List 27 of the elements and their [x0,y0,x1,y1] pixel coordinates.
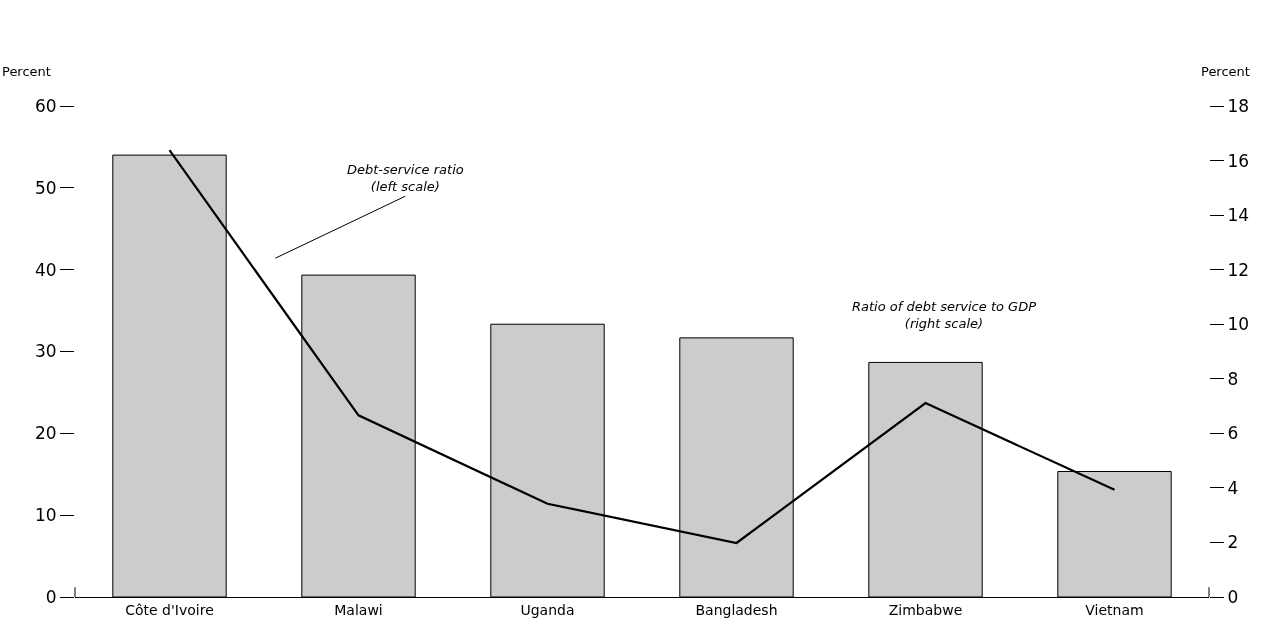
y2-tick-label: 0 [1227,586,1239,607]
x-tick-label: Uganda [520,601,575,618]
y-tick-label: 20 [34,423,57,444]
y2-tick-label: 10 [1227,314,1250,335]
y-axis-title: Percent [2,64,51,79]
y2-tick-label: 16 [1227,150,1250,171]
y-tick-label: 50 [34,177,57,198]
y2-tick-label: 4 [1227,477,1239,498]
y-tick-label: 40 [34,259,57,280]
y2-tick-label: 18 [1227,95,1250,116]
y-tick-label: 30 [34,341,57,362]
y-tick-label: 60 [34,95,57,116]
y2-tick-label: 8 [1227,368,1239,389]
y2-tick-label: 6 [1227,423,1239,444]
y2-tick-label: 12 [1227,259,1250,280]
x-tick-label: Zimbabwe [888,601,963,618]
y2-axis-title: Percent [1201,64,1250,79]
y-tick-label: 0 [45,586,57,607]
annotation: Debt-service ratio (left scale) [347,162,464,194]
annotation: Ratio of debt service to GDP (right scale) [852,299,1037,331]
x-tick-label: Vietnam [1085,601,1144,618]
x-tick-label: Côte d'Ivoire [125,601,214,618]
y2-tick-label: 14 [1227,205,1250,226]
x-tick-label: Malawi [334,601,383,618]
y-tick-label: 10 [34,505,57,526]
y2-tick-label: 2 [1227,532,1239,553]
x-tick-label: Bangladesh [695,601,778,618]
